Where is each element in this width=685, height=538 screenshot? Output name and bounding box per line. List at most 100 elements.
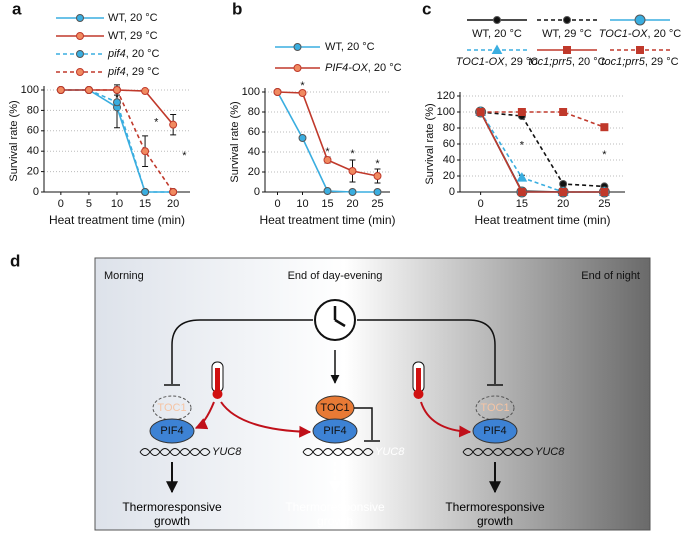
annotation: *: [325, 146, 330, 158]
marker: [113, 86, 121, 94]
output-label: Thermoresponsive growth: [445, 500, 545, 528]
y-tick-label: 80: [248, 106, 260, 118]
marker: [493, 16, 501, 24]
dna: [462, 448, 534, 456]
marker: [84, 86, 93, 94]
marker: [600, 123, 609, 132]
column-label: End of night: [581, 270, 640, 282]
legend-label: PIF4-OX, 20 °C: [325, 62, 402, 74]
marker: [348, 188, 357, 196]
marker: [559, 108, 568, 116]
y-tick-label: 60: [27, 125, 39, 137]
marker: [298, 89, 307, 97]
annotation: *: [182, 150, 187, 162]
x-axis-label: Heat treatment time (min): [474, 213, 610, 227]
marker: [563, 46, 571, 54]
legend-label: WT, 20 °C: [325, 41, 375, 53]
pif4-label: PIF4: [160, 425, 183, 437]
toc1-label: TOC1: [320, 402, 349, 414]
marker: [636, 46, 644, 54]
y-tick-label: 100: [437, 106, 455, 118]
marker: [373, 188, 382, 196]
x-tick-label: 0: [58, 198, 64, 210]
marker: [76, 50, 84, 58]
gene-label: YUC8: [535, 446, 565, 458]
y-axis-label: Survival rate (%): [229, 101, 241, 182]
toc1-absent: [475, 395, 515, 421]
marker: [563, 16, 571, 24]
y-tick-label: 80: [443, 122, 455, 134]
marker: [293, 43, 302, 51]
column-label: Morning: [104, 270, 144, 282]
annotation: *: [300, 80, 305, 92]
marker: [323, 156, 332, 164]
output-label: Thermoresponsive growth: [285, 500, 385, 528]
toc1-label: TOC1: [157, 402, 186, 414]
y-tick-label: 80: [27, 104, 39, 116]
x-tick-label: 10: [111, 198, 123, 210]
y-axis-label: Survival rate (%): [8, 100, 20, 181]
marker: [600, 188, 609, 196]
annotation: *: [520, 140, 525, 152]
annotation: *: [154, 117, 159, 129]
y-tick-label: 60: [248, 126, 260, 138]
inhibit-line: [354, 407, 373, 440]
x-tick-label: 20: [557, 198, 569, 210]
series-line: [479, 111, 605, 193]
marker: [169, 120, 178, 129]
panel-label: a: [12, 0, 22, 18]
diagram-box: [94, 257, 651, 531]
x-tick-label: 5: [86, 198, 92, 210]
marker: [517, 108, 526, 116]
x-tick-label: 15: [321, 198, 333, 210]
panel-label: b: [232, 0, 242, 18]
pif4: [312, 418, 358, 444]
x-tick-label: 0: [478, 198, 484, 210]
x-tick-label: 10: [296, 198, 308, 210]
x-tick-label: 15: [139, 198, 151, 210]
marker: [634, 14, 646, 26]
marker: [56, 86, 65, 94]
toc1-absent: [152, 395, 192, 421]
series-line: [276, 91, 378, 193]
legend-label: pif4, 20 °C: [107, 48, 160, 60]
dna: [302, 448, 374, 456]
thermometer: [211, 361, 224, 399]
marker: [169, 188, 178, 196]
legend-label: WT, 20 °C: [472, 28, 522, 40]
x-axis-label: Heat treatment time (min): [49, 213, 185, 227]
marker: [76, 68, 84, 76]
y-tick-label: 40: [27, 145, 39, 157]
x-tick-label: 25: [598, 198, 610, 210]
x-axis-label: Heat treatment time (min): [259, 213, 395, 227]
gene-label: YUC8: [212, 446, 242, 458]
y-tick-label: 100: [21, 84, 39, 96]
column-label: End of day-evening: [288, 270, 383, 282]
x-tick-label: 20: [167, 198, 179, 210]
legend-label: TOC1-OX, 20 °C: [599, 28, 682, 40]
arrow: [220, 401, 312, 438]
marker: [491, 44, 503, 54]
pif4: [472, 418, 518, 444]
legend-label: toc1;prr5, 29 °C: [601, 56, 678, 68]
x-tick-label: 15: [516, 198, 528, 210]
arrow: [420, 401, 472, 438]
y-tick-label: 0: [449, 186, 455, 198]
marker: [517, 188, 526, 196]
marker: [348, 167, 357, 175]
dna: [139, 448, 211, 456]
marker: [76, 14, 84, 22]
y-tick-label: 20: [27, 166, 39, 178]
y-tick-label: 20: [248, 166, 260, 178]
series-line: [479, 111, 605, 193]
clock-hands: [333, 306, 346, 328]
marker: [516, 172, 528, 182]
y-tick-label: 100: [242, 86, 260, 98]
y-tick-label: 20: [443, 170, 455, 182]
y-tick-label: 60: [443, 138, 455, 150]
pif4-label: PIF4: [323, 425, 346, 437]
marker: [293, 64, 302, 72]
legend-label: toc1;prr5, 20 °C: [528, 56, 605, 68]
